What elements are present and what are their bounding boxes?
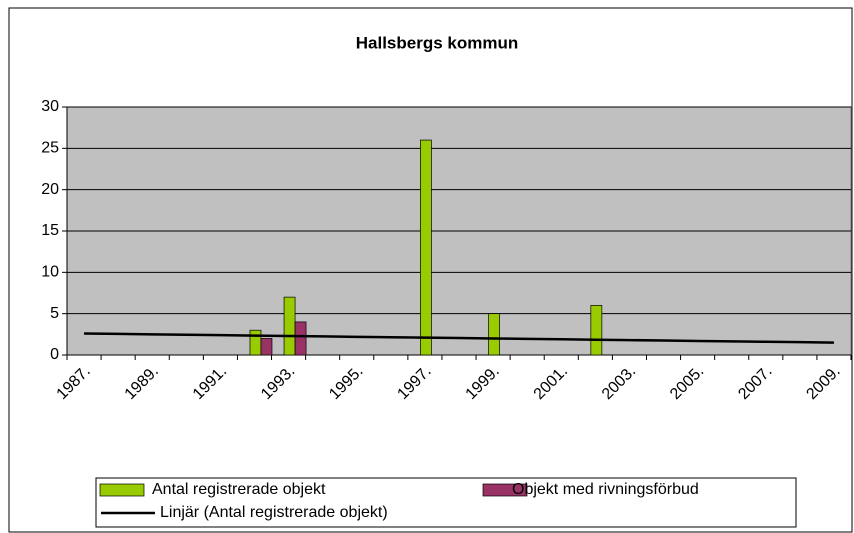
legend-swatch: [482, 483, 528, 497]
legend-box: [95, 477, 797, 528]
y-tick-label: 10: [41, 264, 59, 281]
chart-title: Hallsbergs kommun: [356, 33, 519, 52]
bar: [283, 296, 296, 356]
y-tick-label: 15: [41, 222, 59, 239]
bar: [488, 313, 500, 356]
legend-label: Antal registrerade objekt: [152, 481, 326, 498]
legend-swatch: [99, 483, 145, 497]
bar: [294, 321, 307, 356]
trend-line: [84, 332, 834, 344]
bar: [260, 338, 273, 356]
bar: [590, 305, 603, 356]
bar: [420, 139, 432, 356]
y-tick-label: 5: [50, 305, 59, 322]
y-tick-label: 25: [41, 140, 59, 157]
y-tick-label: 0: [50, 346, 59, 363]
bar: [249, 329, 262, 356]
legend-label: Objekt med rivningsförbud: [512, 481, 699, 498]
y-tick-label: 30: [41, 98, 59, 115]
y-tick-label: 20: [41, 181, 59, 198]
legend-label: Linjär (Antal registrerade objekt): [160, 504, 388, 521]
